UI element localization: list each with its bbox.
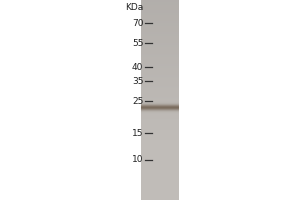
Text: 10: 10: [132, 156, 143, 164]
Text: KDa: KDa: [125, 3, 143, 12]
Text: 15: 15: [132, 129, 143, 138]
Text: 70: 70: [132, 19, 143, 27]
Text: 25: 25: [132, 97, 143, 106]
Text: 40: 40: [132, 62, 143, 72]
Text: 35: 35: [132, 76, 143, 86]
Text: 55: 55: [132, 38, 143, 47]
